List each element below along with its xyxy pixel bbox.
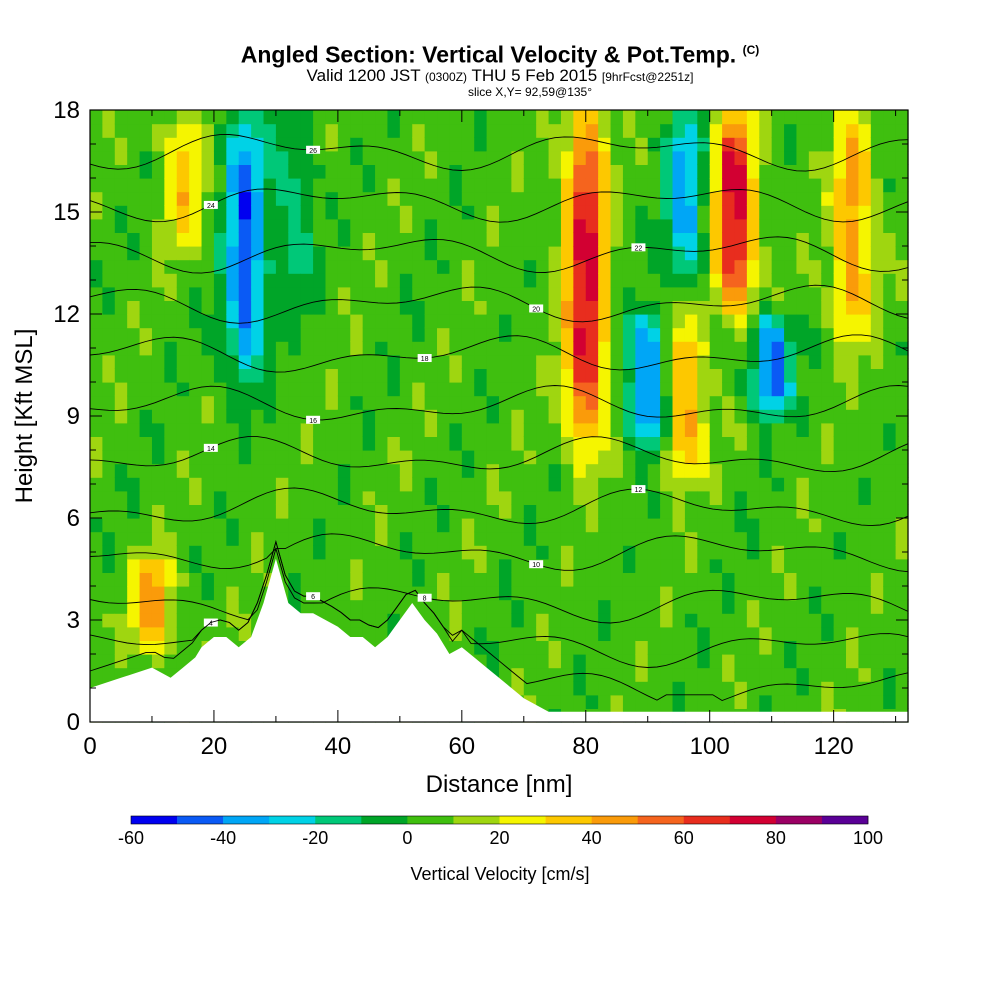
- colorbar-swatch: [499, 816, 546, 824]
- colorbar-tick-label: 60: [674, 828, 694, 848]
- y-tick-label: 12: [53, 301, 80, 328]
- colorbar-tick-label: -20: [302, 828, 328, 848]
- y-axis-label: Height [Kft MSL]: [11, 329, 38, 504]
- colorbar-swatch: [131, 816, 178, 824]
- colorbar-tick-label: 80: [766, 828, 786, 848]
- y-tick-label: 9: [67, 403, 80, 430]
- isentrope-label: 8: [423, 596, 427, 603]
- title-block: Angled Section: Vertical Velocity & Pot.…: [0, 38, 1000, 98]
- y-tick-label: 3: [67, 607, 80, 634]
- isentrope-label-bg: [306, 415, 321, 424]
- x-axis-label: Distance [nm]: [426, 771, 573, 798]
- colorbar-tick-label: 0: [402, 828, 412, 848]
- isentrope-line: [89, 533, 909, 573]
- colorbar-swatch: [407, 816, 454, 824]
- chart-title: Angled Section: Vertical Velocity & Pot.…: [240, 41, 760, 68]
- colorbar-swatch: [821, 816, 869, 824]
- colorbar-tick-label: 100: [853, 828, 883, 848]
- isentrope-line: [89, 546, 909, 624]
- isentrope-label-bg: [203, 443, 218, 452]
- isentrope-label-bg: [203, 200, 218, 209]
- isentrope-label-bg: [417, 593, 432, 602]
- isentrope-line: [89, 540, 909, 668]
- colorbar-swatch: [177, 816, 224, 824]
- plot-frame: [89, 109, 909, 723]
- y-tick-label: 6: [67, 505, 80, 532]
- isentrope-label-bg: [417, 354, 432, 363]
- isentrope-line: [89, 334, 909, 373]
- axes: Distance [nm] Height [Kft MSL] 0 20 40 60 80…: [11, 97, 854, 798]
- slice-info: slice X,Y= 92,59@135°: [467, 84, 593, 99]
- y-tick-label: 18: [53, 97, 80, 124]
- isentrope-line: [89, 487, 909, 527]
- isentrope-contours: 4 6 8 10 12 14 16 18 20 22 24 26: [89, 134, 909, 701]
- isentrope-label: 26: [309, 148, 317, 155]
- isentrope-line: [89, 284, 909, 324]
- isentrope-line: [90, 236, 909, 274]
- x-tick-label: 120: [814, 733, 854, 760]
- terrain-mask: [90, 558, 908, 722]
- colorbar-tick-label: -40: [210, 828, 236, 848]
- isentrope-line: [89, 134, 909, 172]
- colorbar-swatch: [591, 816, 638, 824]
- isentrope-label: 22: [635, 245, 643, 252]
- colorbar-swatch: [729, 816, 777, 824]
- isentrope-label-bg: [529, 304, 544, 313]
- x-tick-label: 40: [325, 733, 352, 760]
- isentrope-label: 16: [309, 418, 317, 425]
- y-tick-label: 15: [53, 199, 80, 226]
- isentrope-label-bg: [529, 560, 544, 569]
- terrain: [90, 558, 908, 722]
- isentrope-label: 18: [421, 356, 429, 363]
- isentrope-label: 12: [635, 487, 643, 494]
- chart-subtitle: Valid 1200 JST (0300Z) THU 5 Feb 2015 [9…: [306, 65, 694, 85]
- isentrope-label: 14: [207, 446, 215, 453]
- x-tick-label: 0: [83, 733, 96, 760]
- isentrope-label: 24: [207, 203, 215, 210]
- colorbar-swatch: [269, 816, 316, 824]
- isentrope-line: [89, 188, 909, 223]
- isentrope-label-bg: [306, 592, 321, 601]
- colorbar-label: Vertical Velocity [cm/s]: [410, 864, 589, 884]
- x-tick-label: 100: [690, 733, 730, 760]
- colorbar-swatch: [223, 816, 270, 824]
- colorbar-swatch: [775, 816, 823, 824]
- isentrope-line: [89, 385, 909, 421]
- isentrope-label-bg: [306, 145, 321, 154]
- colorbar-tick-label: 40: [582, 828, 602, 848]
- colorbar-swatch: [361, 816, 408, 824]
- colorbar: Vertical Velocity [cm/s] -60 -40 -20 0 20 40 6…: [118, 815, 883, 884]
- isentrope-label: 10: [532, 562, 540, 569]
- x-tick-label: 60: [448, 733, 475, 760]
- colorbar-tick-label: 20: [489, 828, 509, 848]
- isentrope-label: 4: [209, 621, 213, 628]
- colorbar-swatch: [453, 816, 500, 824]
- x-tick-label: 20: [201, 733, 228, 760]
- y-tick-label: 0: [67, 709, 80, 736]
- x-tick-label: 80: [572, 733, 599, 760]
- colorbar-swatch: [683, 816, 731, 824]
- isentrope-label-bg: [631, 243, 646, 252]
- colorbar-border: [130, 815, 869, 825]
- isentrope-label: 6: [311, 594, 315, 601]
- isentrope-line: [89, 436, 909, 473]
- colorbar-tick-label: -60: [118, 828, 144, 848]
- colorbar-swatch: [637, 816, 685, 824]
- colorbar-swatch: [545, 816, 592, 824]
- isentrope-label-bg: [631, 485, 646, 494]
- isentrope-label: 20: [532, 306, 540, 313]
- colorbar-swatch: [315, 816, 362, 824]
